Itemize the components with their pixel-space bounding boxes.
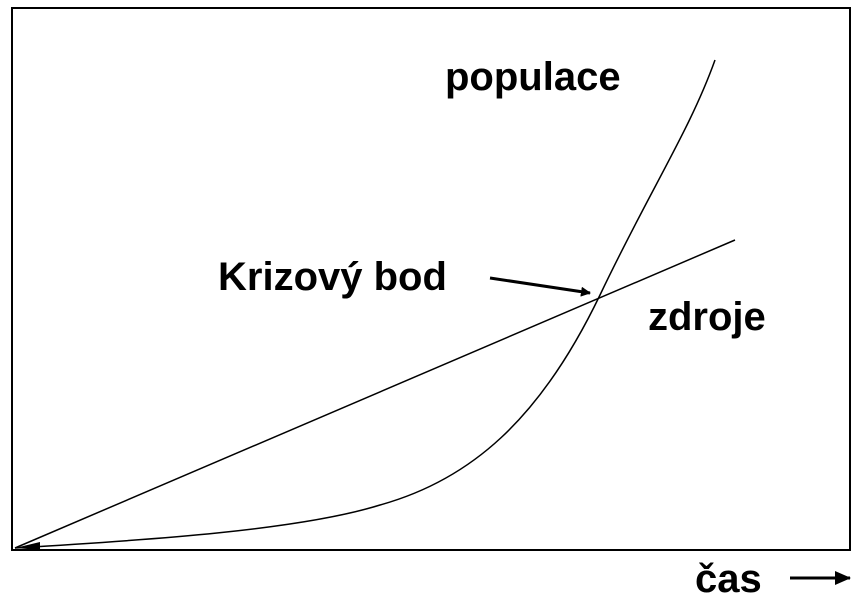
resources-line [14, 239, 736, 549]
resources-label: zdroje [648, 295, 766, 339]
crisis-arrow [489, 276, 591, 297]
time-label: čas [695, 557, 762, 595]
population-label: populace [445, 55, 621, 99]
frame [11, 7, 851, 551]
crisis-label: Krizový bod [218, 255, 447, 299]
origin-mark [15, 542, 40, 550]
population-curve [14, 59, 716, 549]
